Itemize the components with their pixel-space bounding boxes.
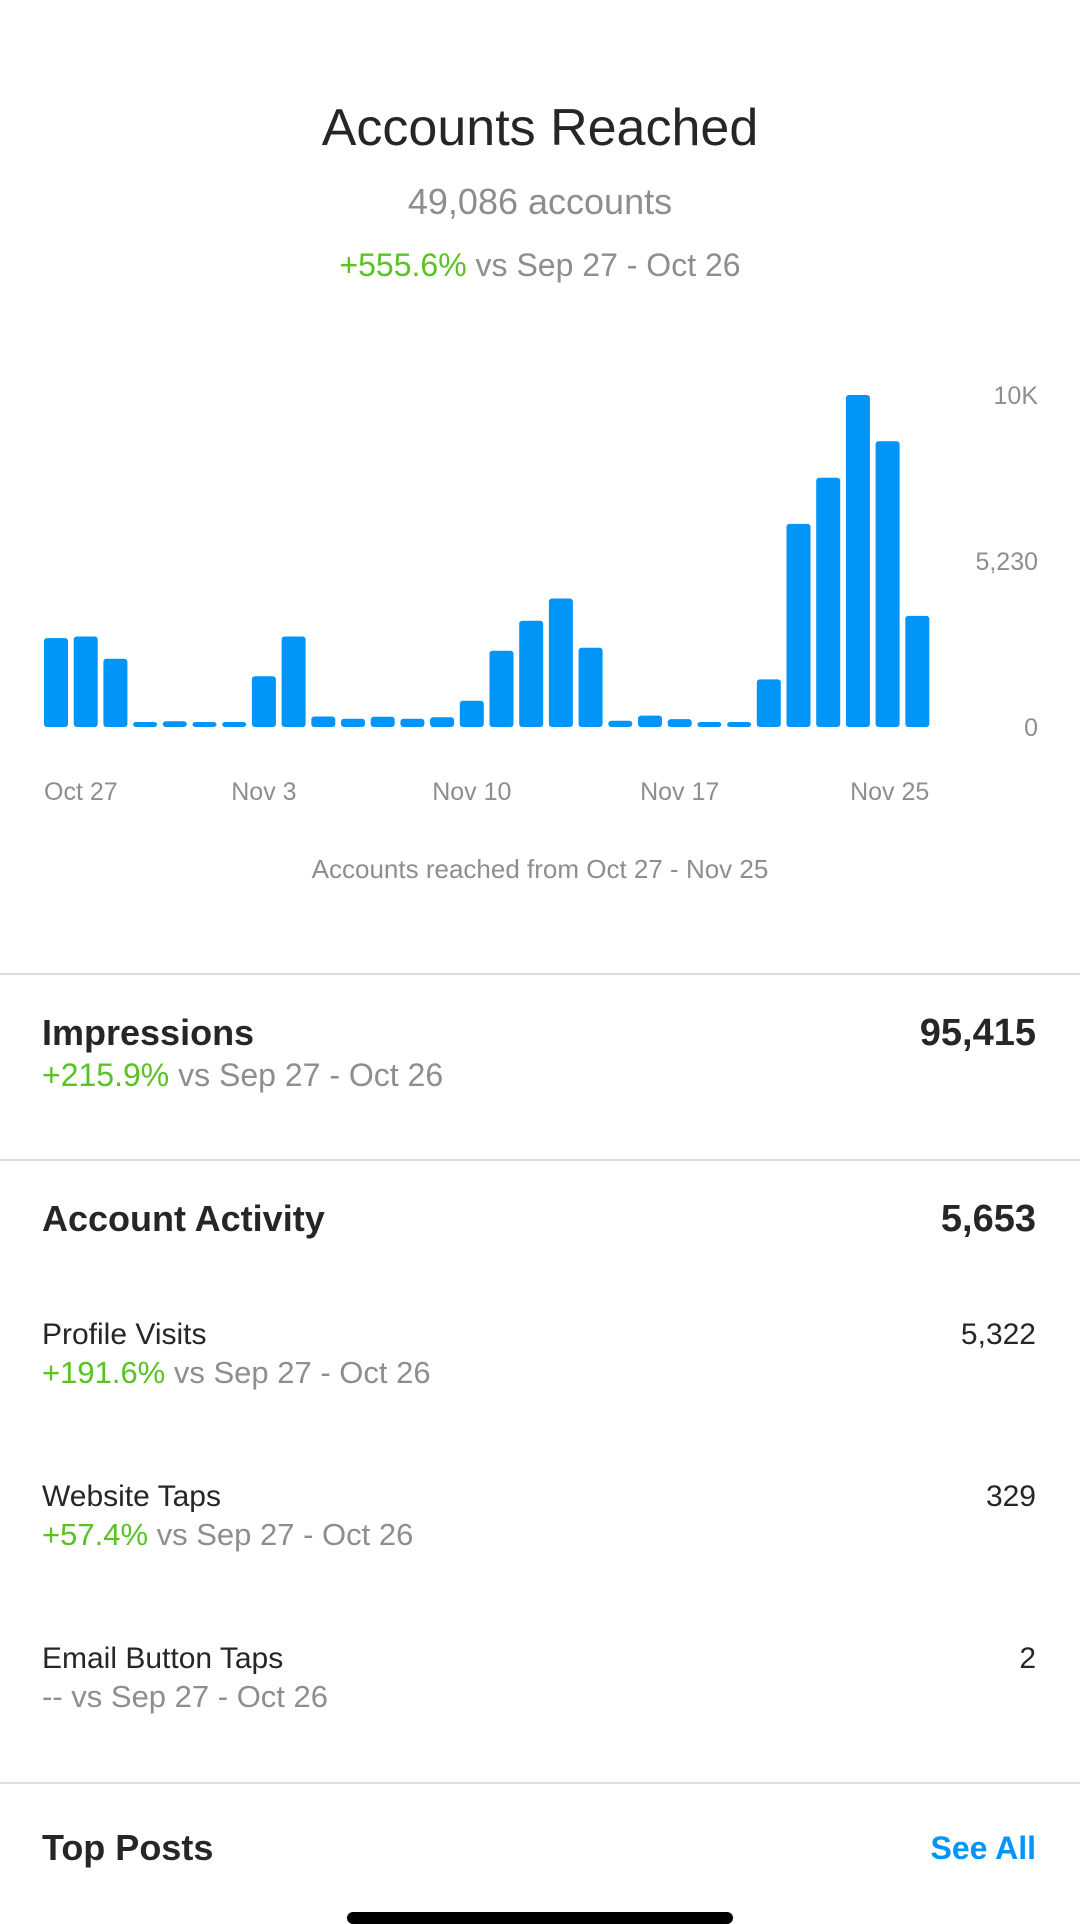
accounts-reached-chart: 0 5,230 10K Oct 27 Nov 3 Nov 10 Nov 17 Nov 25 [44,382,1039,806]
chart-bar [756,679,781,727]
divider [0,1159,1080,1161]
website-taps-value: 329 [985,1480,1036,1513]
email-button-taps-label: Email Button Taps [42,1642,284,1675]
reach-comparison-period: vs Sep 27 - Oct 26 [475,247,741,283]
chart-bar [192,722,217,727]
profile-visits-change-percent: +191.6% [42,1355,166,1390]
y-tick-label: 10K [994,382,1039,410]
chart-bar [430,717,455,727]
impressions-label: Impressions [42,1012,255,1053]
profile-visits-comparison-period: vs Sep 27 - Oct 26 [173,1355,431,1390]
page-title: Accounts Reached [321,99,759,157]
chart-bar [548,598,573,727]
impressions-change-line: +215.9% vs Sep 27 - Oct 26 [42,1055,443,1095]
chart-bar [400,718,425,727]
chart-bar [133,722,158,727]
x-tick-label: Nov 25 [850,778,929,806]
website-taps-comparison-period: vs Sep 27 - Oct 26 [156,1517,414,1552]
chart-bar [816,477,841,727]
chart-bar [667,719,692,727]
divider [0,973,1080,975]
x-tick-label: Oct 27 [44,778,118,806]
email-button-taps-value: 2 [1019,1642,1036,1675]
accounts-count: 49,086 accounts [407,181,673,222]
chart-bar [727,722,752,727]
chart-bar [578,647,603,727]
impressions-change-percent: +215.9% [42,1057,170,1093]
email-button-taps-change-line: -- vs Sep 27 - Oct 26 [42,1677,328,1717]
chart-bar [697,722,722,727]
chart-bar [222,722,247,727]
impressions-comparison-period: vs Sep 27 - Oct 26 [178,1057,444,1093]
reach-change-percent: +555.6% [339,247,467,283]
y-tick-label: 5,230 [975,548,1038,576]
profile-visits-label: Profile Visits [42,1318,207,1351]
account-activity-value: 5,653 [940,1198,1036,1240]
chart-bar [638,715,662,727]
chart-bar [786,523,811,727]
chart-bar [489,650,514,727]
x-tick-label: Nov 17 [640,778,719,806]
y-tick-label: 0 [1024,714,1038,742]
divider [0,1782,1080,1784]
profile-visits-value: 5,322 [960,1318,1036,1351]
chart-bar [519,620,544,727]
website-taps-change-line: +57.4% vs Sep 27 - Oct 26 [42,1515,413,1555]
website-taps-change-percent: +57.4% [42,1517,149,1552]
email-button-taps-change-percent: -- [42,1679,63,1714]
chart-bar [845,395,870,727]
chart-bar [73,636,98,727]
chart-bar [459,700,484,727]
top-posts-title: Top Posts [42,1827,214,1868]
chart-bar [311,716,336,727]
reach-change-line: +555.6% vs Sep 27 - Oct 26 [0,245,1080,285]
x-tick-label: Nov 10 [432,778,511,806]
chart-bar [608,720,633,727]
chart-bar [162,721,187,727]
email-button-taps-comparison-period: vs Sep 27 - Oct 26 [71,1679,329,1714]
chart-bar [103,658,128,727]
x-tick-label: Nov 3 [231,778,296,806]
chart-bar [370,716,395,727]
profile-visits-change-line: +191.6% vs Sep 27 - Oct 26 [42,1353,431,1393]
website-taps-label: Website Taps [42,1480,221,1513]
chart-bar [341,718,365,727]
impressions-value: 95,415 [919,1012,1036,1054]
account-activity-label: Account Activity [42,1198,325,1239]
chart-bar [875,441,900,727]
chart-bar [44,638,68,727]
see-all-link[interactable]: See All [930,1830,1036,1866]
home-indicator [347,1912,733,1924]
chart-bar [281,636,306,727]
chart-bar [251,676,276,727]
chart-bar [905,615,930,727]
chart-caption: Accounts reached from Oct 27 - Nov 25 [311,854,769,884]
